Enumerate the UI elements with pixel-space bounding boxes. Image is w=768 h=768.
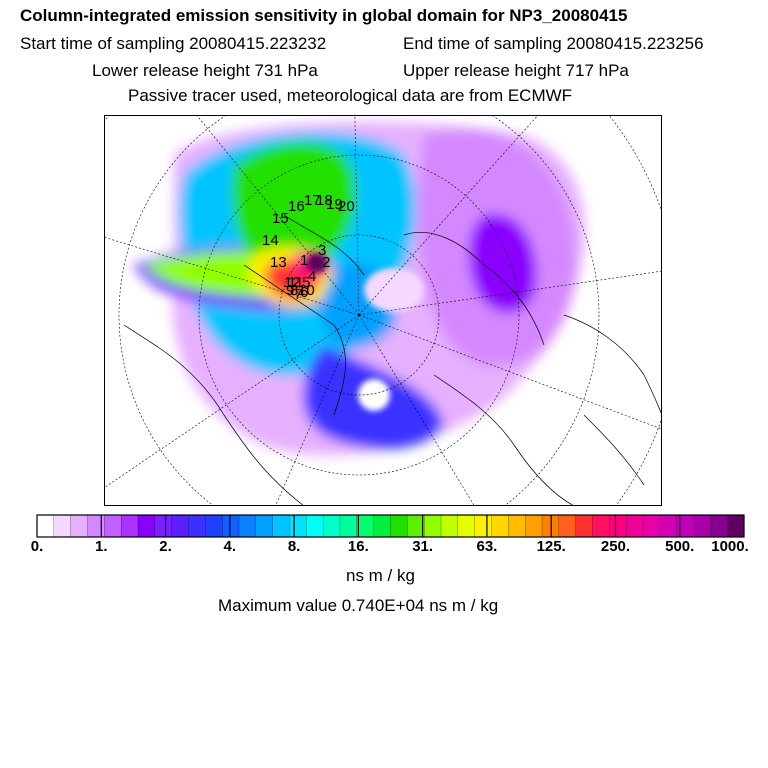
coastlines (123, 214, 662, 506)
upper-release-height: Upper release height 717 hPa (403, 61, 629, 80)
colorbar-cell (255, 514, 274, 538)
colorbar-cell (306, 514, 324, 538)
colorbar-cell (424, 514, 442, 538)
colorbar-cell (104, 514, 122, 538)
track-label: 13 (270, 254, 287, 271)
colorbar-cell (407, 514, 425, 538)
colorbar-cell (558, 514, 577, 538)
colorbar-tick-label: 500. (665, 538, 695, 555)
colorbar-cell (205, 514, 223, 538)
track-label: 7 (294, 286, 302, 303)
colorbar-cell (238, 514, 257, 538)
track-label: 19 (326, 196, 343, 213)
colorbar-cell (592, 514, 610, 538)
colorbar-tick-label: 8. (287, 538, 301, 555)
chart-title: Column-integrated emission sensitivity i… (20, 6, 628, 25)
colorbar-cell (36, 514, 55, 538)
colorbar-tick-label: 2. (159, 538, 172, 555)
graticule (104, 115, 662, 506)
colorbar-tick-label: 31. (412, 538, 434, 555)
colorbar-cell (121, 514, 139, 538)
sampling-end-time: End time of sampling 20080415.223256 (403, 34, 704, 53)
colorbar-cell (727, 514, 745, 538)
colorbar-units: ns m / kg (346, 566, 415, 585)
track-label: 3 (318, 242, 326, 259)
colorbar-cell (87, 514, 105, 538)
colorbar-cell (137, 514, 156, 538)
track-label: 15 (272, 210, 289, 227)
track-label: 12 (284, 274, 301, 291)
track-label: 1 (300, 252, 308, 269)
colorbar-cell (541, 514, 560, 538)
track-label: 8 (290, 282, 298, 299)
colorbar-major-dividers (100, 515, 681, 537)
colorbar-cell (53, 514, 72, 538)
colorbar-cell (171, 514, 190, 538)
colorbar-tick-label: 250. (600, 538, 631, 555)
colorbar-cell (642, 514, 661, 538)
colorbar-tick-label: 1. (95, 538, 108, 555)
colorbar-frame (36, 514, 745, 538)
track-label: 5 (302, 274, 310, 291)
lower-release-height: Lower release height 731 hPa (92, 61, 318, 80)
colorbar-cell (323, 514, 341, 538)
colorbar-cell (373, 514, 392, 538)
track-label: 4 (308, 268, 316, 285)
colorbar-cells (36, 514, 745, 538)
track-label: 18 (316, 192, 333, 209)
colorbar-cell (659, 514, 678, 538)
sensitivity-field (104, 115, 662, 506)
colorbar-cell (356, 514, 375, 538)
colorbar-tick-label: 16. (347, 538, 369, 555)
colorbar-tick-label: 0. (30, 538, 44, 555)
colorbar-cell (609, 514, 627, 538)
colorbar-cell (575, 514, 594, 538)
track-label: 2 (322, 254, 330, 271)
colorbar-tick-label: 63. (476, 538, 498, 555)
track-label: 10 (298, 282, 315, 299)
colorbar-cell (390, 514, 408, 538)
colorbar-cell (289, 514, 307, 538)
track-label: 9 (286, 282, 294, 299)
track-label: 14 (262, 232, 279, 249)
colorbar-cell (525, 514, 543, 538)
colorbar-tick-label: 125. (536, 538, 566, 555)
track-label: 16 (288, 198, 305, 215)
maximum-value: Maximum value 0.740E+04 ns m / kg (218, 596, 499, 615)
track-label: 17 (304, 192, 321, 209)
track-label: 6 (300, 284, 308, 301)
colorbar-cell (339, 514, 358, 538)
colorbar-cell (154, 514, 173, 538)
colorbar-cell (676, 514, 695, 538)
colorbar-tick-label: 1000. (711, 538, 749, 555)
colorbar-cell (693, 514, 711, 538)
colorbar-cell (508, 514, 526, 538)
track-label: 20 (338, 198, 355, 215)
colorbar-cell (440, 514, 459, 538)
colorbar-cell (222, 514, 240, 538)
colorbar-cell (272, 514, 291, 538)
colorbar-cell (474, 514, 493, 538)
tracer-info: Passive tracer used, meteorological data… (128, 86, 573, 105)
colorbar-cell (188, 514, 206, 538)
colorbar-cell (710, 514, 728, 538)
colorbar-tick-label: 4. (223, 538, 237, 555)
track-label: 11 (288, 274, 304, 291)
colorbar-cell (70, 514, 89, 538)
map-frame (104, 115, 662, 506)
colorbar-cell (457, 514, 476, 538)
colorbar-cell (626, 514, 644, 538)
colorbar-cell (491, 514, 509, 538)
sampling-start-time: Start time of sampling 20080415.223232 (20, 34, 327, 53)
